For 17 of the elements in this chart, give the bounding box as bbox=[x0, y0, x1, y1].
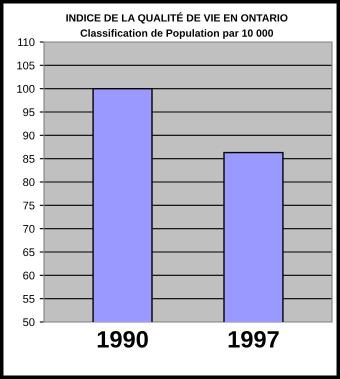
y-tick-label: 55 bbox=[23, 295, 35, 303]
y-tick-label: 90 bbox=[23, 132, 35, 140]
chart-subtitle: Classification de Population par 10 000 bbox=[80, 29, 274, 39]
y-tick-label: 80 bbox=[23, 178, 35, 186]
y-tick-label: 100 bbox=[17, 84, 35, 93]
x-tick-label: 1997 bbox=[228, 330, 279, 348]
y-tick-label: 110 bbox=[18, 38, 35, 46]
chart-title: INDICE DE LA QUALITÉ DE VIE EN ONTARIO bbox=[66, 12, 288, 24]
y-tick-label: 60 bbox=[23, 272, 35, 280]
y-tick-label: 65 bbox=[23, 248, 35, 256]
y-tick-label: 70 bbox=[23, 224, 35, 233]
y-tick-label: 85 bbox=[23, 154, 35, 163]
y-tick-label: 95 bbox=[23, 108, 35, 116]
y-tick-label: 50 bbox=[23, 318, 35, 326]
x-tick-label: 1990 bbox=[98, 330, 148, 348]
y-tick-label: 105 bbox=[17, 62, 35, 70]
y-tick-label: 75 bbox=[23, 202, 35, 210]
